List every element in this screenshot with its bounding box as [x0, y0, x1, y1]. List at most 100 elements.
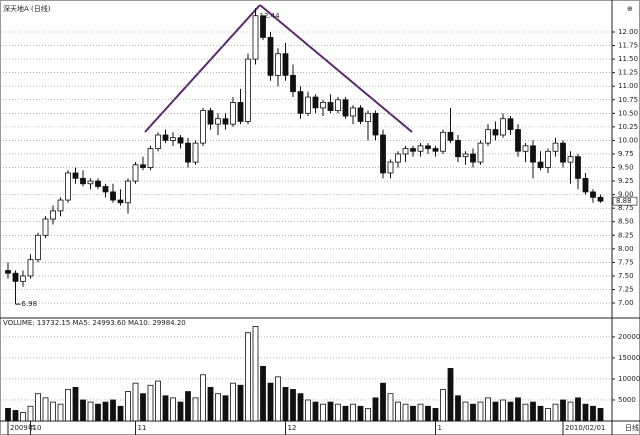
- candle-body: [162, 134, 169, 141]
- candle-body: [155, 134, 161, 149]
- volume-bar: [597, 407, 604, 422]
- volume-header: VOLUME: 13732.15 MA5: 24993.60 MA10: 299…: [3, 319, 186, 327]
- volume-bar: [102, 401, 109, 422]
- high-label: 12.44: [260, 12, 281, 20]
- volume-bar: [552, 403, 559, 422]
- candle-body: [567, 156, 574, 163]
- icon[interactable]: ⊕: [627, 5, 633, 13]
- candle-body: [545, 150, 551, 168]
- y-tick-label: 9.00: [618, 191, 634, 199]
- candle-body: [327, 102, 334, 112]
- candle-body: [35, 234, 41, 261]
- volume-bar: [230, 382, 236, 422]
- volume-bar: [110, 399, 116, 422]
- candle-body: [410, 148, 416, 152]
- candle-body: [417, 145, 424, 152]
- candle-body: [230, 102, 236, 125]
- volume-bar: [27, 405, 34, 422]
- volume-bar: [462, 401, 469, 422]
- volume-bar: [515, 397, 521, 422]
- y-tick-label: 15000: [618, 354, 640, 362]
- y-tick-label: 8.50: [618, 218, 634, 226]
- y-tick-label: 11.75: [618, 42, 638, 50]
- y-tick-label: 9.75: [618, 150, 634, 158]
- volume-bar: [312, 401, 319, 422]
- candle-body: [260, 15, 266, 38]
- volume-bar: [282, 386, 289, 422]
- volume-bar: [447, 368, 454, 422]
- candle-body: [117, 199, 124, 204]
- volume-bar: [57, 403, 64, 422]
- volume-bar: [365, 407, 371, 422]
- candle-body: [335, 99, 341, 112]
- volume-bar: [117, 405, 124, 422]
- y-tick-label: 11.00: [618, 82, 638, 90]
- candle-body: [170, 137, 176, 141]
- trend-line: [144, 4, 261, 133]
- volume-bar: [12, 410, 19, 422]
- candle-body: [537, 161, 544, 168]
- volume-bar: [237, 384, 244, 422]
- candle-body: [492, 129, 499, 136]
- volume-bar: [72, 386, 79, 422]
- volume-bar: [545, 407, 551, 422]
- candle-body: [462, 153, 469, 158]
- y-tick-label: 8.75: [618, 204, 634, 212]
- candle-body: [575, 156, 581, 179]
- x-tick-label: 2009年: [10, 423, 35, 432]
- candle-body: [320, 102, 326, 109]
- period-label: 日线: [625, 423, 639, 432]
- candle-body: [500, 118, 506, 136]
- volume-bar: [147, 384, 154, 422]
- volume-bar: [567, 401, 574, 422]
- volume-bar: [132, 382, 139, 422]
- volume-bar: [507, 401, 514, 422]
- y-tick-label: 11.25: [618, 69, 638, 77]
- candle-body: [215, 118, 221, 125]
- volume-bar: [140, 393, 146, 422]
- volume-bar: [275, 376, 281, 422]
- candle-body: [372, 112, 379, 136]
- volume-bar: [125, 391, 131, 422]
- y-tick-label: 12.00: [618, 28, 638, 36]
- volume-bar: [155, 380, 161, 422]
- volume-bar: [342, 405, 349, 422]
- y-tick-label: 10.25: [618, 123, 638, 131]
- y-tick-label: 10.75: [618, 96, 638, 104]
- candle-body: [582, 177, 589, 193]
- volume-bar: [410, 405, 416, 422]
- candle-body: [477, 142, 484, 163]
- volume-bar: [327, 401, 334, 422]
- volume-bar: [80, 399, 86, 422]
- trend-line: [259, 4, 413, 133]
- candle-body: [12, 272, 19, 282]
- candle-body: [132, 164, 139, 182]
- last-price-label: 8.88: [616, 197, 632, 205]
- last-price-box: [612, 196, 638, 206]
- candle-body: [125, 180, 131, 204]
- volume-bar: [432, 407, 439, 422]
- candle-body: [42, 218, 49, 236]
- candle-body: [312, 96, 319, 109]
- volume-bar: [455, 395, 461, 422]
- candle-body: [530, 145, 536, 163]
- candle-body: [425, 145, 431, 149]
- volume-bar: [252, 326, 259, 422]
- volume-bar: [260, 365, 266, 422]
- volume-bar: [485, 397, 491, 422]
- volume-bar: [492, 401, 499, 422]
- volume-bar: [395, 401, 401, 422]
- volume-bar: [500, 399, 506, 422]
- candle-body: [20, 275, 26, 282]
- volume-bar: [402, 403, 409, 422]
- volume-bar: [425, 405, 431, 422]
- y-tick-label: 11.50: [618, 55, 638, 63]
- volume-bar: [20, 412, 26, 422]
- volume-bar: [477, 401, 484, 422]
- volume-bar: [192, 397, 199, 422]
- candle-body: [207, 110, 214, 125]
- candle-body: [177, 137, 184, 144]
- candle-body: [110, 191, 116, 201]
- volume-bar: [417, 403, 424, 422]
